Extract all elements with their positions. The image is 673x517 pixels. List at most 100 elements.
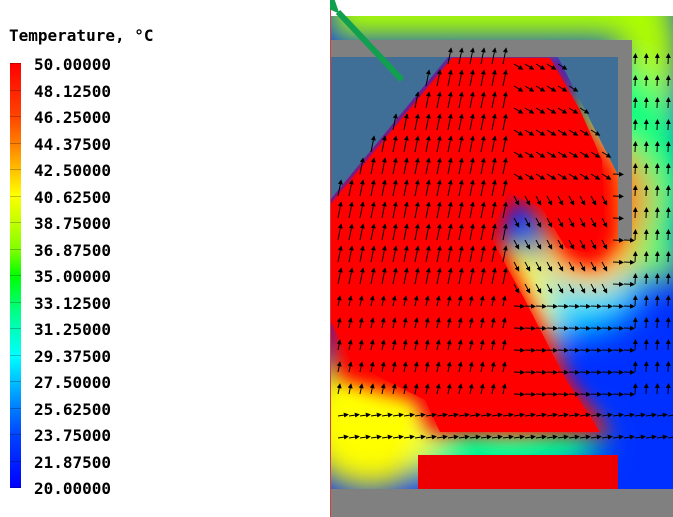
velocity-arrow: [458, 91, 464, 109]
velocity-arrow: [435, 383, 441, 395]
velocity-arrow: [643, 53, 649, 65]
velocity-arrow: [546, 412, 558, 418]
velocity-arrow: [337, 245, 343, 263]
velocity-arrow: [502, 245, 508, 263]
velocity-arrow: [469, 179, 475, 197]
velocity-arrow: [348, 179, 354, 197]
velocity-arrow: [524, 283, 531, 294]
velocity-arrow: [557, 173, 568, 180]
velocity-arrow: [458, 267, 464, 285]
velocity-arrow: [447, 69, 453, 87]
legend-tick: [10, 354, 21, 356]
velocity-arrow: [403, 113, 409, 131]
legend-label: 31.25000: [34, 320, 112, 339]
velocity-arrow: [535, 63, 546, 70]
velocity-arrow: [513, 195, 520, 206]
velocity-arrow: [347, 361, 353, 373]
velocity-arrow: [524, 107, 535, 114]
velocity-arrow: [447, 135, 453, 153]
legend-label: 35.00000: [34, 267, 112, 286]
velocity-arrow: [347, 317, 353, 329]
velocity-arrow: [425, 245, 431, 263]
velocity-arrow: [643, 251, 649, 263]
velocity-arrow: [654, 295, 660, 307]
velocity-arrow: [469, 267, 475, 285]
velocity-arrow: [557, 434, 569, 440]
legend-label: 25.62500: [34, 399, 112, 419]
velocity-arrow: [654, 251, 660, 263]
velocity-arrow: [359, 267, 365, 285]
velocity-arrow: [380, 295, 386, 307]
velocity-arrow: [612, 193, 624, 199]
velocity-arrow: [601, 434, 613, 440]
velocity-arrow: [643, 185, 649, 197]
velocity-arrow: [436, 135, 442, 153]
velocity-arrow: [358, 339, 364, 351]
hot-core: [330, 58, 605, 432]
velocity-arrow: [557, 63, 568, 70]
velocity-arrow: [623, 325, 635, 331]
velocity-arrow: [546, 325, 558, 331]
velocity-arrow: [513, 283, 520, 294]
velocity-arrow: [513, 63, 524, 70]
velocity-arrow: [424, 317, 430, 329]
velocity-arrow: [632, 163, 638, 175]
velocity-arrow: [480, 47, 486, 65]
velocity-arrow: [491, 113, 497, 131]
velocity-arrow: [535, 239, 542, 250]
velocity-arrow: [524, 85, 535, 92]
velocity-arrow: [665, 185, 671, 197]
velocity-arrow: [535, 85, 546, 92]
velocity-arrow: [546, 303, 558, 309]
velocity-arrow: [654, 97, 660, 109]
velocity-arrow: [501, 295, 507, 307]
velocity-arrow: [425, 267, 431, 285]
velocity-arrow: [623, 391, 635, 397]
velocity-arrow: [348, 245, 354, 263]
velocity-arrow: [480, 135, 486, 153]
velocity-arrow: [337, 412, 349, 418]
velocity-arrow: [557, 303, 569, 309]
legend-label: 29.37500: [34, 346, 112, 366]
velocity-arrow: [425, 69, 431, 87]
velocity-arrow: [480, 91, 486, 109]
velocity-arrow: [632, 251, 638, 263]
velocity-arrow: [414, 223, 420, 241]
velocity-arrow: [623, 237, 635, 243]
velocity-arrow: [601, 391, 613, 397]
velocity-arrow: [347, 339, 353, 351]
velocity-arrow: [348, 434, 360, 440]
temperature-field-plot: [330, 0, 673, 517]
velocity-arrow: [579, 303, 591, 309]
velocity-arrow: [535, 195, 542, 206]
velocity-arrow: [612, 434, 624, 440]
velocity-arrow: [579, 195, 586, 206]
legend-label: 33.12500: [34, 293, 112, 313]
velocity-arrow: [623, 369, 635, 375]
velocity-arrow: [513, 217, 520, 228]
velocity-arrow: [447, 157, 453, 175]
velocity-arrow: [546, 129, 557, 136]
velocity-arrow: [601, 195, 608, 206]
velocity-arrow: [524, 303, 536, 309]
velocity-arrow: [643, 339, 649, 351]
velocity-arrow: [557, 347, 569, 353]
velocity-arrow: [568, 369, 580, 375]
velocity-arrow: [502, 201, 508, 219]
velocity-arrow: [403, 267, 409, 285]
legend-label: 50.00000: [34, 55, 112, 74]
velocity-arrow: [403, 157, 409, 175]
legend-tick: [10, 328, 21, 329]
velocity-arrow: [557, 151, 568, 158]
velocity-arrow: [435, 361, 441, 373]
velocity-arrow: [491, 434, 503, 440]
velocity-arrow: [381, 135, 387, 153]
velocity-arrow: [601, 283, 608, 294]
velocity-arrow: [491, 412, 503, 418]
velocity-arrow: [557, 129, 568, 136]
velocity-arrow: [435, 295, 441, 307]
velocity-arrow: [402, 383, 408, 395]
velocity-arrow: [458, 69, 464, 87]
velocity-arrow: [654, 317, 660, 329]
velocity-arrow: [502, 267, 508, 285]
